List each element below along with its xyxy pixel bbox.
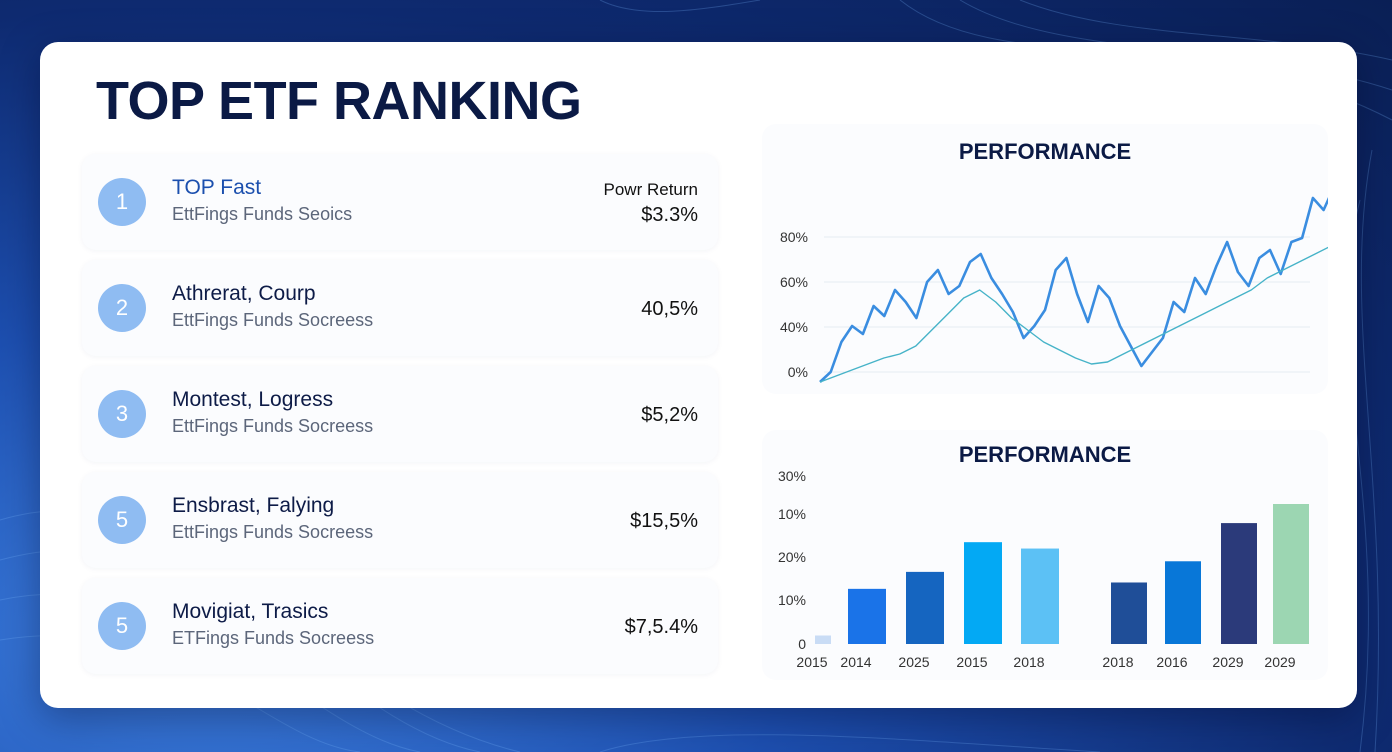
etf-name: TOP Fast	[172, 176, 262, 199]
etf-return: $5,2%	[641, 404, 698, 426]
etf-return: $7,5.4%	[624, 616, 698, 638]
etf-row[interactable]: 1 TOP Fast EttFings Funds Seoics Powr Re…	[82, 154, 718, 250]
bar	[906, 571, 944, 644]
y-tick-label: 0	[798, 636, 806, 652]
etf-row[interactable]: 3 Montest, Logress EttFings Funds Socree…	[82, 366, 718, 462]
x-tick-label: 2015	[796, 654, 827, 670]
y-tick-label: 30%	[778, 468, 806, 484]
etf-row[interactable]: 2 Athrerat, Courp EttFings Funds Socrees…	[82, 260, 718, 356]
x-tick-label: 2016	[1156, 654, 1187, 670]
bar-chart-panel: PERFORMANCE 0 10% 20% 10% 30% 2015 2014 2025 201…	[762, 430, 1328, 680]
etf-name: Athrerat, Courp	[172, 282, 316, 305]
x-tick-label: 2025	[898, 654, 929, 670]
rank-badge: 5	[98, 496, 146, 544]
rank-badge: 1	[98, 178, 146, 226]
y-tick-label: 60%	[780, 274, 808, 290]
y-tick-label: 80%	[780, 229, 808, 245]
rank-badge: 2	[98, 284, 146, 332]
line-chart: 0%40%60%80%20142020201720162020202520292…	[780, 196, 1328, 383]
etf-subtitle: EttFings Funds Socreess	[172, 310, 374, 330]
bar	[1221, 523, 1257, 644]
etf-row[interactable]: 5 Ensbrast, Falying EttFings Funds Socre…	[82, 472, 718, 568]
y-tick-label: 0%	[788, 364, 808, 380]
bar	[1111, 582, 1147, 644]
line-chart-panel: PERFORMANCE 0%40%60%80%20142020201720162…	[762, 124, 1328, 394]
bar-chart-title: PERFORMANCE	[958, 442, 1132, 467]
x-tick-label: 2029	[1264, 654, 1295, 670]
etf-name: Montest, Logress	[172, 388, 334, 411]
x-tick-label: 2018	[1102, 654, 1133, 670]
bar	[815, 635, 831, 644]
return-column-header: Powr Return	[603, 180, 698, 199]
etf-row[interactable]: 5 Movigiat, Trasics ETFings Funds Socree…	[82, 578, 718, 674]
x-tick-label: 2029	[1212, 654, 1243, 670]
etf-subtitle: EttFings Funds Seoics	[172, 204, 353, 224]
etf-list: 1 TOP Fast EttFings Funds Seoics Powr Re…	[82, 154, 718, 684]
y-tick-label: 20%	[778, 549, 806, 565]
x-tick-label: 2014	[840, 654, 871, 670]
etf-subtitle: EttFings Funds Socreess	[172, 522, 374, 542]
y-tick-label: 40%	[780, 319, 808, 335]
bar	[848, 588, 886, 644]
x-tick-label: 2015	[956, 654, 987, 670]
bar	[1165, 561, 1201, 644]
x-tick-label: 2018	[1013, 654, 1044, 670]
etf-subtitle: ETFings Funds Socreess	[172, 628, 375, 648]
bar-chart: 0 10% 20% 10% 30% 2015 2014 2025 2015 2018 2018 201…	[778, 468, 1309, 670]
etf-name: Ensbrast, Falying	[172, 494, 335, 517]
line-chart-title: PERFORMANCE	[958, 139, 1132, 164]
bar	[1021, 548, 1059, 644]
etf-name: Movigiat, Trasics	[172, 600, 329, 623]
rank-badge: 3	[98, 390, 146, 438]
ranking-card: TOP ETF RANKING 1 TOP Fast EttFings Fund…	[40, 42, 1357, 708]
bar	[1273, 504, 1309, 644]
page-title: TOP ETF RANKING	[96, 71, 582, 131]
rank-badge: 5	[98, 602, 146, 650]
y-tick-label: 10%	[778, 592, 806, 608]
series-line-trend	[819, 246, 1328, 383]
series-line-main	[819, 196, 1328, 383]
etf-return: $15,5%	[630, 510, 698, 532]
y-tick-label: 10%	[778, 506, 806, 522]
etf-subtitle: EttFings Funds Socreess	[172, 416, 374, 436]
etf-return: 40,5%	[641, 298, 698, 320]
etf-return: $3.3%	[641, 204, 698, 226]
bar	[964, 542, 1002, 644]
